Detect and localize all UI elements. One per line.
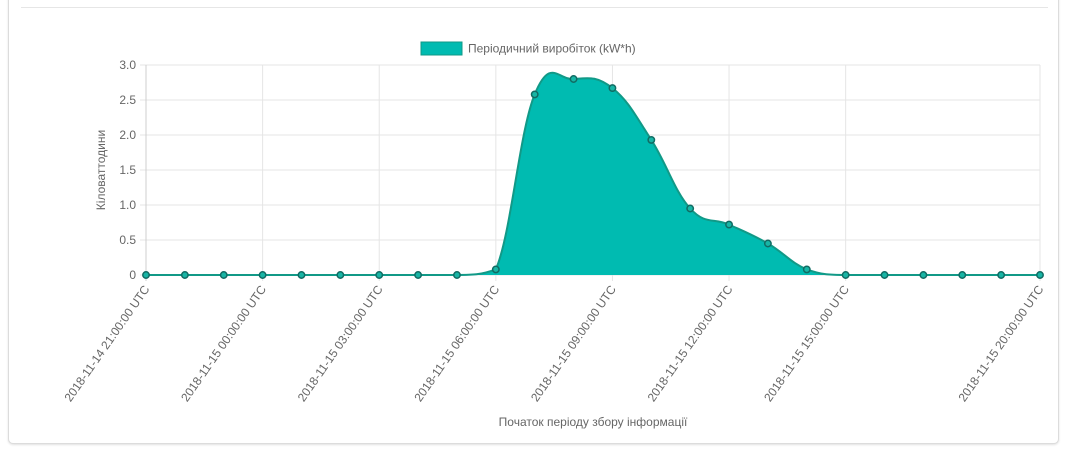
data-point[interactable] (686, 204, 695, 213)
data-point[interactable] (258, 271, 267, 279)
data-point[interactable] (297, 271, 306, 279)
x-tick-label: 2018-11-15 03:00:00 UTC (295, 282, 386, 404)
data-point[interactable] (142, 271, 150, 279)
x-tick-label: 2018-11-15 15:00:00 UTC (761, 282, 852, 404)
data-point[interactable] (997, 271, 1006, 279)
data-point[interactable] (919, 271, 928, 279)
data-point[interactable] (763, 239, 772, 248)
y-tick-label: 1.0 (119, 198, 136, 212)
data-point[interactable] (414, 271, 423, 279)
data-point[interactable] (530, 90, 539, 99)
data-point[interactable] (880, 271, 889, 279)
y-tick-label: 3.0 (119, 58, 136, 72)
data-point[interactable] (725, 220, 733, 229)
area-fill (146, 72, 1040, 275)
legend[interactable]: Періодичний виробіток (kW*h) (420, 41, 636, 56)
card-divider (21, 7, 1048, 8)
x-axis-title: Початок періоду збору інформації (499, 415, 688, 429)
data-point[interactable] (841, 271, 850, 279)
y-tick-label: 1.5 (119, 163, 136, 177)
data-point[interactable] (958, 271, 967, 279)
series-area (145, 71, 1040, 276)
data-point[interactable] (336, 271, 345, 279)
data-point[interactable] (569, 75, 578, 83)
data-point[interactable] (608, 84, 617, 93)
x-tick-label: 2018-11-14 21:00:00 UTC (62, 282, 153, 404)
y-tick-label: 0.5 (119, 233, 136, 247)
x-tick-label: 2018-11-15 06:00:00 UTC (411, 282, 502, 404)
series-points (142, 75, 1044, 279)
data-point[interactable] (1036, 271, 1044, 279)
y-tick-label: 0 (129, 268, 136, 282)
data-point[interactable] (647, 135, 656, 144)
legend-label[interactable]: Періодичний виробіток (kW*h) (468, 42, 636, 56)
x-tick-label: 2018-11-15 20:00:00 UTC (956, 282, 1047, 404)
x-tick-labels: 2018-11-14 21:00:00 UTC 2018-11-15 00:00:… (62, 282, 1047, 404)
legend-swatch[interactable] (420, 41, 463, 56)
y-tick-label: 2.0 (119, 128, 136, 142)
x-tick-label: 2018-11-15 12:00:00 UTC (645, 282, 736, 404)
data-point[interactable] (802, 265, 811, 274)
data-point[interactable] (180, 271, 189, 279)
y-tick-label: 2.5 (119, 93, 136, 107)
y-tick-labels: 0 0.5 1.0 1.5 2.0 2.5 3.0 (119, 58, 136, 282)
x-tick-label: 2018-11-15 00:00:00 UTC (178, 282, 269, 404)
x-tick-label: 2018-11-15 09:00:00 UTC (528, 282, 619, 404)
data-point[interactable] (219, 271, 228, 279)
data-point[interactable] (375, 271, 384, 279)
data-point[interactable] (491, 265, 500, 274)
y-axis-title: Кіловаттодини (94, 130, 108, 210)
data-point[interactable] (453, 271, 461, 279)
